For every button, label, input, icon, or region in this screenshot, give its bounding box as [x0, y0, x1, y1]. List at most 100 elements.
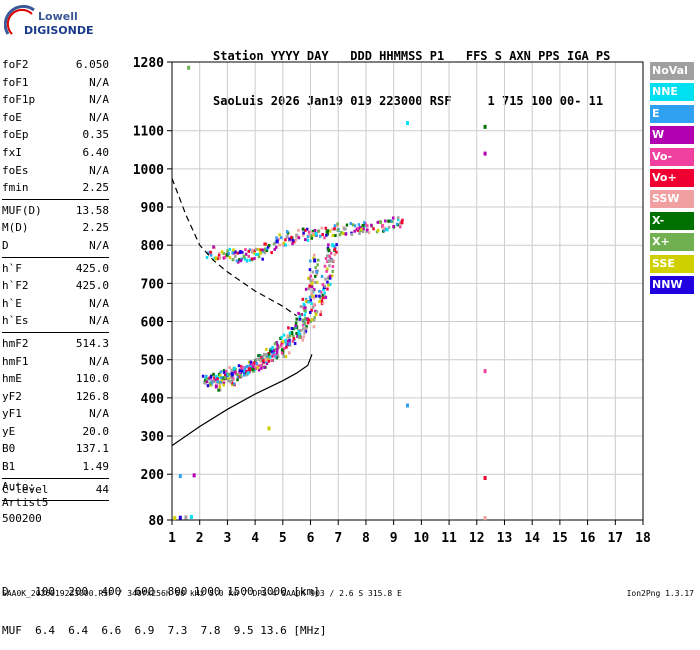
echo-scatter	[304, 306, 307, 310]
echo-scatter	[302, 231, 305, 235]
echo-scatter	[300, 328, 303, 332]
echo-scatter	[310, 234, 313, 238]
echo-scatter	[300, 313, 303, 317]
echo-scatter	[323, 264, 327, 268]
x-tick-label-7: 7	[334, 531, 342, 546]
echo-scatter	[365, 230, 368, 234]
param-name: hmE	[2, 372, 22, 386]
param-value: 13.58	[75, 203, 109, 217]
echo-scatter	[351, 223, 355, 227]
echo-scatter	[245, 373, 249, 377]
echo-scatter	[273, 241, 277, 245]
echo-scatter	[274, 347, 278, 351]
echo-point-2-1	[225, 252, 229, 257]
echo-scatter	[203, 380, 206, 384]
echo-scatter	[344, 227, 347, 231]
echo-scatter	[239, 259, 243, 263]
echo-scatter	[315, 294, 318, 298]
echo-scatter	[321, 232, 324, 236]
echo-scatter	[265, 347, 268, 351]
echo-scatter	[294, 238, 298, 242]
echo-scatter	[399, 221, 402, 225]
echo-scatter	[274, 245, 278, 249]
y-tick-label-1100: 1100	[133, 125, 164, 140]
echo-scatter	[246, 258, 249, 262]
echo-scatter	[387, 219, 391, 223]
echo-scatter	[326, 287, 329, 291]
echo-scatter	[326, 254, 329, 258]
echo-point-0-9	[310, 281, 314, 286]
echo-scatter	[294, 321, 298, 325]
echo-scatter	[296, 317, 300, 321]
echo-scatter	[205, 255, 209, 259]
echo-scatter	[291, 242, 294, 246]
legend-vo: Vo-	[650, 147, 694, 166]
echo-scatter	[233, 250, 237, 254]
echo-point-2-3	[259, 250, 263, 255]
echo-scatter	[280, 351, 284, 355]
echo-scatter	[251, 365, 255, 369]
echo-scatter	[254, 253, 258, 257]
y-tick-label-700: 700	[141, 277, 165, 292]
echo-scatter	[331, 259, 335, 263]
echo-scatter	[282, 355, 285, 359]
param-row-hes: h`Es N/A	[2, 312, 109, 330]
echo-scatter	[334, 234, 337, 238]
param-value: 6.40	[82, 145, 110, 159]
echo-scatter	[379, 220, 382, 224]
echo-scatter	[318, 300, 321, 304]
param-name: h`E	[2, 296, 22, 310]
echo-scatter	[222, 369, 226, 373]
echo-scatter	[218, 256, 222, 260]
parameter-list: foF2 6.050 foF1 N/A foF1p N/A foE N/A foEp 0.35 fx…	[2, 56, 109, 503]
param-row-fof1: foF1 N/A	[2, 74, 109, 92]
param-name: hmF2	[2, 336, 29, 350]
echo-scatter	[397, 218, 400, 222]
param-row-md: M(D) 2.25	[2, 219, 109, 237]
echo-scatter	[389, 219, 393, 223]
echo-scatter	[312, 325, 316, 329]
echo-scatter	[401, 218, 404, 222]
echo-scatter	[244, 248, 247, 252]
x-tick-label-5: 5	[279, 531, 287, 546]
echo-scatter	[217, 253, 221, 257]
echo-point-4-7	[187, 65, 191, 70]
param-row-yf1: yF1 N/A	[2, 405, 109, 423]
echo-scatter	[231, 383, 234, 387]
echo-scatter	[309, 319, 313, 323]
echo-scatter	[294, 324, 297, 328]
echo-scatter	[247, 360, 251, 364]
param-value: N/A	[89, 354, 109, 368]
software-version: Ion2Png 1.3.17	[626, 589, 694, 598]
echo-scatter	[297, 329, 300, 333]
param-name: h`Es	[2, 314, 29, 328]
echo-scatter	[285, 345, 288, 349]
echo-scatter	[392, 224, 395, 228]
echo-scatter	[284, 243, 288, 247]
muf-distance-row: D 100 200 400 600 800 1000 1500 3000 [km…	[2, 585, 320, 598]
echo-scatter	[308, 284, 311, 288]
echo-scatter	[205, 377, 209, 381]
echo-scatter	[307, 287, 311, 291]
echo-scatter	[303, 331, 306, 335]
echo-scatter	[217, 388, 220, 392]
param-name: MUF(D)	[2, 203, 42, 217]
echo-scatter	[387, 225, 391, 229]
echo-scatter	[325, 233, 328, 237]
echo-scatter	[270, 350, 274, 354]
logo-digisonde: DIGISONDE	[24, 24, 94, 37]
echo-scatter	[306, 235, 310, 239]
auto-label: Auto:	[2, 480, 36, 493]
echo-scatter	[298, 332, 301, 336]
echo-scatter	[261, 257, 264, 261]
echo-scatter	[275, 350, 279, 354]
echo-scatter	[301, 323, 305, 327]
echo-scatter	[328, 276, 332, 280]
echo-scatter	[212, 372, 215, 376]
logo-lowell: Lowell	[38, 10, 78, 23]
echo-scatter	[255, 361, 259, 365]
echo-scatter	[310, 294, 314, 298]
echo-scatter	[399, 225, 402, 229]
x-tick-label-9: 9	[390, 531, 398, 546]
echo-scatter	[326, 267, 329, 271]
